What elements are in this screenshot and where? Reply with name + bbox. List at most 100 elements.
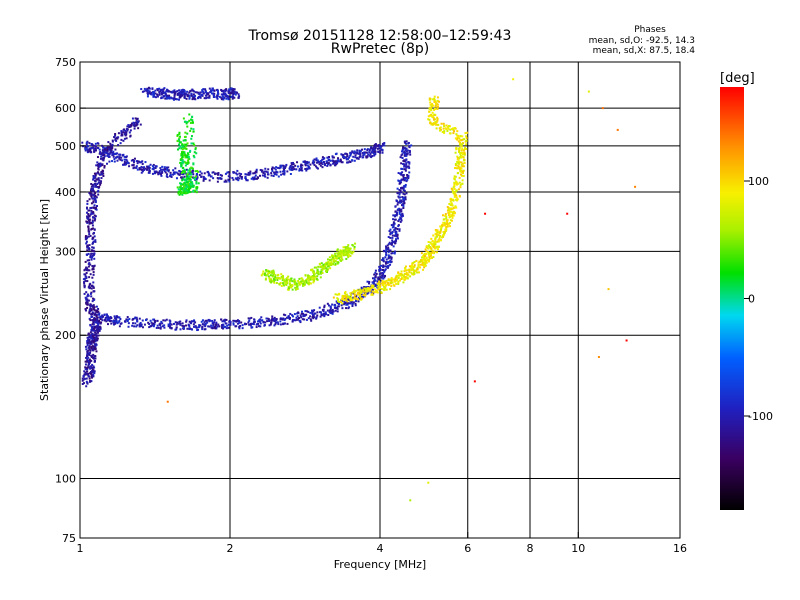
data-point	[87, 229, 90, 232]
data-point	[443, 130, 446, 133]
data-point	[88, 248, 91, 251]
data-point	[179, 141, 182, 144]
data-point	[155, 96, 158, 99]
data-point	[86, 351, 89, 354]
data-point	[92, 246, 95, 249]
data-point	[140, 171, 143, 174]
data-point	[301, 279, 304, 282]
data-point	[114, 316, 117, 319]
data-point	[91, 246, 94, 249]
data-point	[307, 275, 310, 278]
data-point	[359, 153, 362, 156]
data-point	[400, 167, 403, 170]
data-point	[382, 266, 385, 269]
data-point	[92, 375, 95, 378]
data-point	[287, 275, 290, 278]
data-point	[86, 144, 89, 147]
data-point	[421, 263, 424, 266]
data-point	[315, 166, 318, 169]
data-point	[349, 152, 352, 155]
data-point	[341, 161, 344, 164]
data-point	[359, 288, 362, 291]
data-point	[89, 351, 92, 354]
data-point	[160, 96, 163, 99]
data-point	[137, 127, 140, 130]
data-point	[195, 152, 198, 155]
data-point	[305, 167, 308, 170]
data-point	[451, 212, 454, 215]
data-point	[462, 149, 465, 152]
data-point	[394, 210, 397, 213]
data-point	[429, 121, 432, 124]
data-point	[292, 315, 295, 318]
data-point	[90, 258, 93, 261]
data-point	[216, 94, 219, 97]
data-point	[83, 269, 86, 272]
data-point	[434, 123, 437, 126]
data-point	[275, 166, 278, 169]
data-point	[402, 146, 405, 149]
data-point	[195, 175, 198, 178]
data-point	[332, 160, 335, 163]
data-point	[91, 355, 94, 358]
data-point	[309, 318, 312, 321]
data-point	[434, 236, 437, 239]
data-point	[381, 281, 384, 284]
data-point	[249, 324, 252, 327]
data-point	[404, 196, 407, 199]
data-point	[298, 277, 301, 280]
data-point	[101, 149, 104, 152]
data-point	[390, 242, 393, 245]
data-point	[388, 279, 391, 282]
data-point	[204, 88, 207, 91]
data-point	[93, 204, 96, 207]
data-point	[85, 253, 88, 256]
data-point	[402, 281, 405, 284]
data-point	[461, 142, 464, 145]
data-point	[313, 279, 316, 282]
data-point	[86, 368, 89, 371]
data-point	[327, 313, 330, 316]
data-point	[342, 249, 345, 252]
data-point	[93, 214, 96, 217]
data-point	[87, 294, 90, 297]
data-point	[185, 191, 188, 194]
data-point	[397, 201, 400, 204]
data-point	[94, 312, 97, 315]
data-point	[462, 156, 465, 159]
data-point	[373, 273, 376, 276]
data-point	[374, 145, 377, 148]
data-point	[290, 162, 293, 165]
data-point	[161, 325, 164, 328]
data-point	[384, 268, 387, 271]
data-point	[267, 275, 270, 278]
data-point	[338, 251, 341, 254]
data-point	[374, 276, 377, 279]
data-point	[429, 246, 432, 249]
data-point	[83, 377, 86, 380]
data-point	[260, 316, 263, 319]
data-point	[393, 228, 396, 231]
data-point	[295, 168, 298, 171]
data-point	[147, 89, 150, 92]
data-point	[91, 219, 94, 222]
data-point	[347, 253, 350, 256]
data-point	[400, 199, 403, 202]
data-point	[93, 370, 96, 373]
data-point	[88, 353, 91, 356]
data-point	[203, 328, 206, 331]
data-point	[85, 206, 88, 209]
data-point	[183, 175, 186, 178]
data-point	[90, 202, 93, 205]
data-point	[163, 166, 166, 169]
data-point	[352, 296, 355, 299]
data-point	[319, 315, 322, 318]
data-point	[90, 185, 93, 188]
data-point	[86, 267, 89, 270]
data-point	[92, 227, 95, 230]
data-point	[394, 205, 397, 208]
data-point	[435, 230, 438, 233]
data-point	[270, 321, 273, 324]
data-point	[207, 92, 210, 95]
